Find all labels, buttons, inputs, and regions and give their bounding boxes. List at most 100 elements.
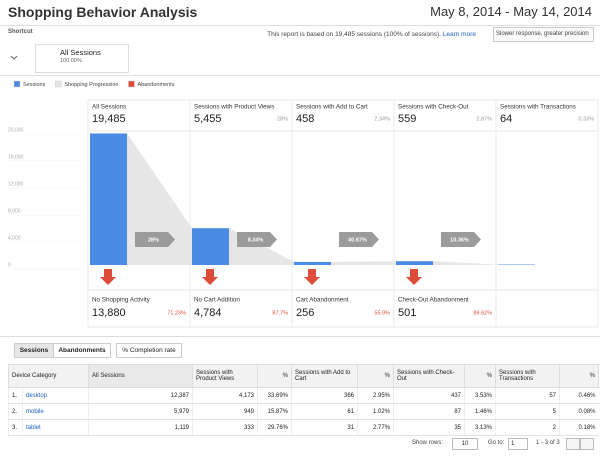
abandonment-name: No Shopping Activity — [92, 297, 151, 304]
stage-name: All Sessions — [92, 104, 126, 111]
y-tick-label: 12,000 — [8, 181, 24, 187]
legend-swatch — [55, 80, 62, 88]
table-cell: 1.02% — [357, 403, 394, 420]
y-tick-label: 16,000 — [8, 154, 24, 160]
table-cell: 57 — [495, 387, 560, 404]
session-bar — [396, 261, 433, 265]
prev-page-button[interactable] — [566, 438, 580, 450]
go-to-label: Go to: — [488, 440, 505, 446]
segment-percent: 100.00% — [60, 58, 82, 64]
table-cell: 2.95% — [357, 387, 394, 404]
abandonment-arrow — [406, 269, 422, 285]
table-cell: 2. — [8, 403, 23, 420]
table-row: 3. tablet 1,119 333 29.76% 31 2.77% 35 3.13% 2 0.1… — [8, 419, 599, 436]
table-row: 2. mobile 5,979 949 15.87% 61 1.02% 87 1.46% 5 0.0… — [8, 403, 599, 420]
table-row: 1. desktop 12,387 4,173 33.69% 366 2.95% 437 3.5… — [8, 387, 599, 404]
data-table: Device Category All Sessions Sessions with… — [7, 364, 600, 436]
tab-abandonments[interactable]: Abandonments — [53, 343, 111, 358]
learn-more-link[interactable]: Learn more — [442, 31, 476, 38]
table-cell: 12,387 — [88, 387, 193, 404]
y-tick-label: 20,000 — [8, 127, 24, 133]
column-header[interactable]: Device Category — [7, 364, 90, 388]
device-link: desktop — [21, 387, 89, 404]
table-cell: 949 — [192, 403, 258, 420]
column-header[interactable]: % — [257, 364, 293, 388]
stage-value: 559 — [398, 113, 416, 125]
abandonment-value: 4,784 — [194, 307, 222, 319]
show-rows-label: Show rows: — [412, 440, 444, 446]
stage-name: Sessions with Product Views — [194, 104, 274, 111]
header-row: Device Category All Sessions Sessions with… — [7, 364, 600, 388]
progression-label: 28% — [148, 237, 159, 243]
table-cell: 31 — [291, 419, 358, 436]
stage-share: 0.33% — [578, 116, 594, 122]
segment-card[interactable] — [35, 44, 129, 73]
table-cell: 29.76% — [257, 419, 292, 436]
abandonment-value: 501 — [398, 307, 416, 319]
column-header[interactable]: Sessions with Product Views — [192, 364, 259, 388]
stage-name: Sessions with Transactions — [500, 104, 576, 111]
abandonment-name: Cart Abandonment — [296, 297, 349, 304]
abandonment-rate: 89.62% — [473, 310, 492, 316]
shortcut-label[interactable]: Shortcut — [8, 29, 33, 35]
stage-value: 458 — [296, 113, 314, 125]
table-cell: 5 — [495, 403, 560, 420]
abandonment-rate: 55.9% — [374, 310, 390, 316]
abandonment-value: 256 — [296, 307, 314, 319]
go-to-input[interactable]: 1 — [508, 438, 528, 450]
column-header[interactable]: Sessions with Transactions — [495, 364, 561, 388]
table-cell: 3.13% — [464, 419, 496, 436]
y-tick-label: 4,000 — [8, 235, 21, 241]
column-header[interactable]: Sessions with Add to Cart — [291, 364, 359, 388]
stage-value: 64 — [500, 113, 512, 125]
stage-name: Sessions with Check-Out — [398, 104, 469, 111]
tab-completion[interactable]: % Completion rate — [116, 343, 182, 358]
column-header[interactable]: All Sessions — [88, 364, 194, 388]
table-cell: 3.53% — [464, 387, 496, 404]
table-cell: 1,119 — [88, 419, 193, 436]
progression-area — [433, 261, 498, 265]
table-cell: 2.77% — [357, 419, 394, 436]
report-note-text: This report is based on 19,485 sessions … — [267, 31, 441, 38]
legend-label: Sessions — [23, 82, 46, 88]
progression-arrow — [441, 232, 481, 247]
table-cell: 333 — [192, 419, 258, 436]
tab-sessions[interactable]: Sessions — [14, 343, 54, 358]
table-cell: 366 — [291, 387, 358, 404]
page-title: Shopping Behavior Analysis — [8, 4, 198, 20]
progression-arrow — [339, 232, 379, 247]
next-page-button[interactable] — [580, 438, 594, 450]
column-header[interactable]: Sessions with Check-Out — [393, 364, 466, 388]
abandonment-name: Check-Out Abandonment — [398, 297, 469, 304]
table-cell: 0.18% — [559, 419, 599, 436]
table-cell: 61 — [291, 403, 358, 420]
table-cell: 4,173 — [192, 387, 258, 404]
collapse-chevron — [10, 55, 18, 60]
precision-dropdown[interactable]: Slower response, greater precision — [493, 27, 594, 42]
column-header[interactable]: % — [464, 364, 497, 388]
report-note: This report is based on 19,485 sessions … — [267, 31, 476, 38]
progression-area — [331, 261, 396, 265]
segment-name: All Sessions — [60, 48, 101, 57]
stage-share: 2.87% — [476, 116, 492, 122]
page-range: 1 - 3 of 3 — [536, 440, 560, 446]
show-rows-select[interactable]: 10 — [452, 438, 478, 450]
table-cell: 1. — [8, 387, 23, 404]
abandonment-name: No Cart Addition — [194, 297, 240, 304]
column-header[interactable]: % — [357, 364, 395, 388]
table-cell: 1.46% — [464, 403, 496, 420]
table-cell: 33.69% — [257, 387, 292, 404]
table-cell: 2 — [495, 419, 560, 436]
table-cell: 87 — [393, 403, 465, 420]
table-cell: 0.46% — [559, 387, 599, 404]
abandonment-arrow — [100, 269, 116, 285]
device-link: tablet — [21, 419, 89, 436]
divider — [0, 75, 600, 76]
divider — [0, 336, 600, 337]
column-header[interactable]: % — [559, 364, 600, 388]
date-range[interactable]: May 8, 2014 - May 14, 2014 — [430, 4, 592, 19]
abandonment-rate: 71.23% — [167, 310, 186, 316]
legend-label: Shopping Progression — [64, 82, 118, 88]
stage-share: 2.34% — [374, 116, 390, 122]
